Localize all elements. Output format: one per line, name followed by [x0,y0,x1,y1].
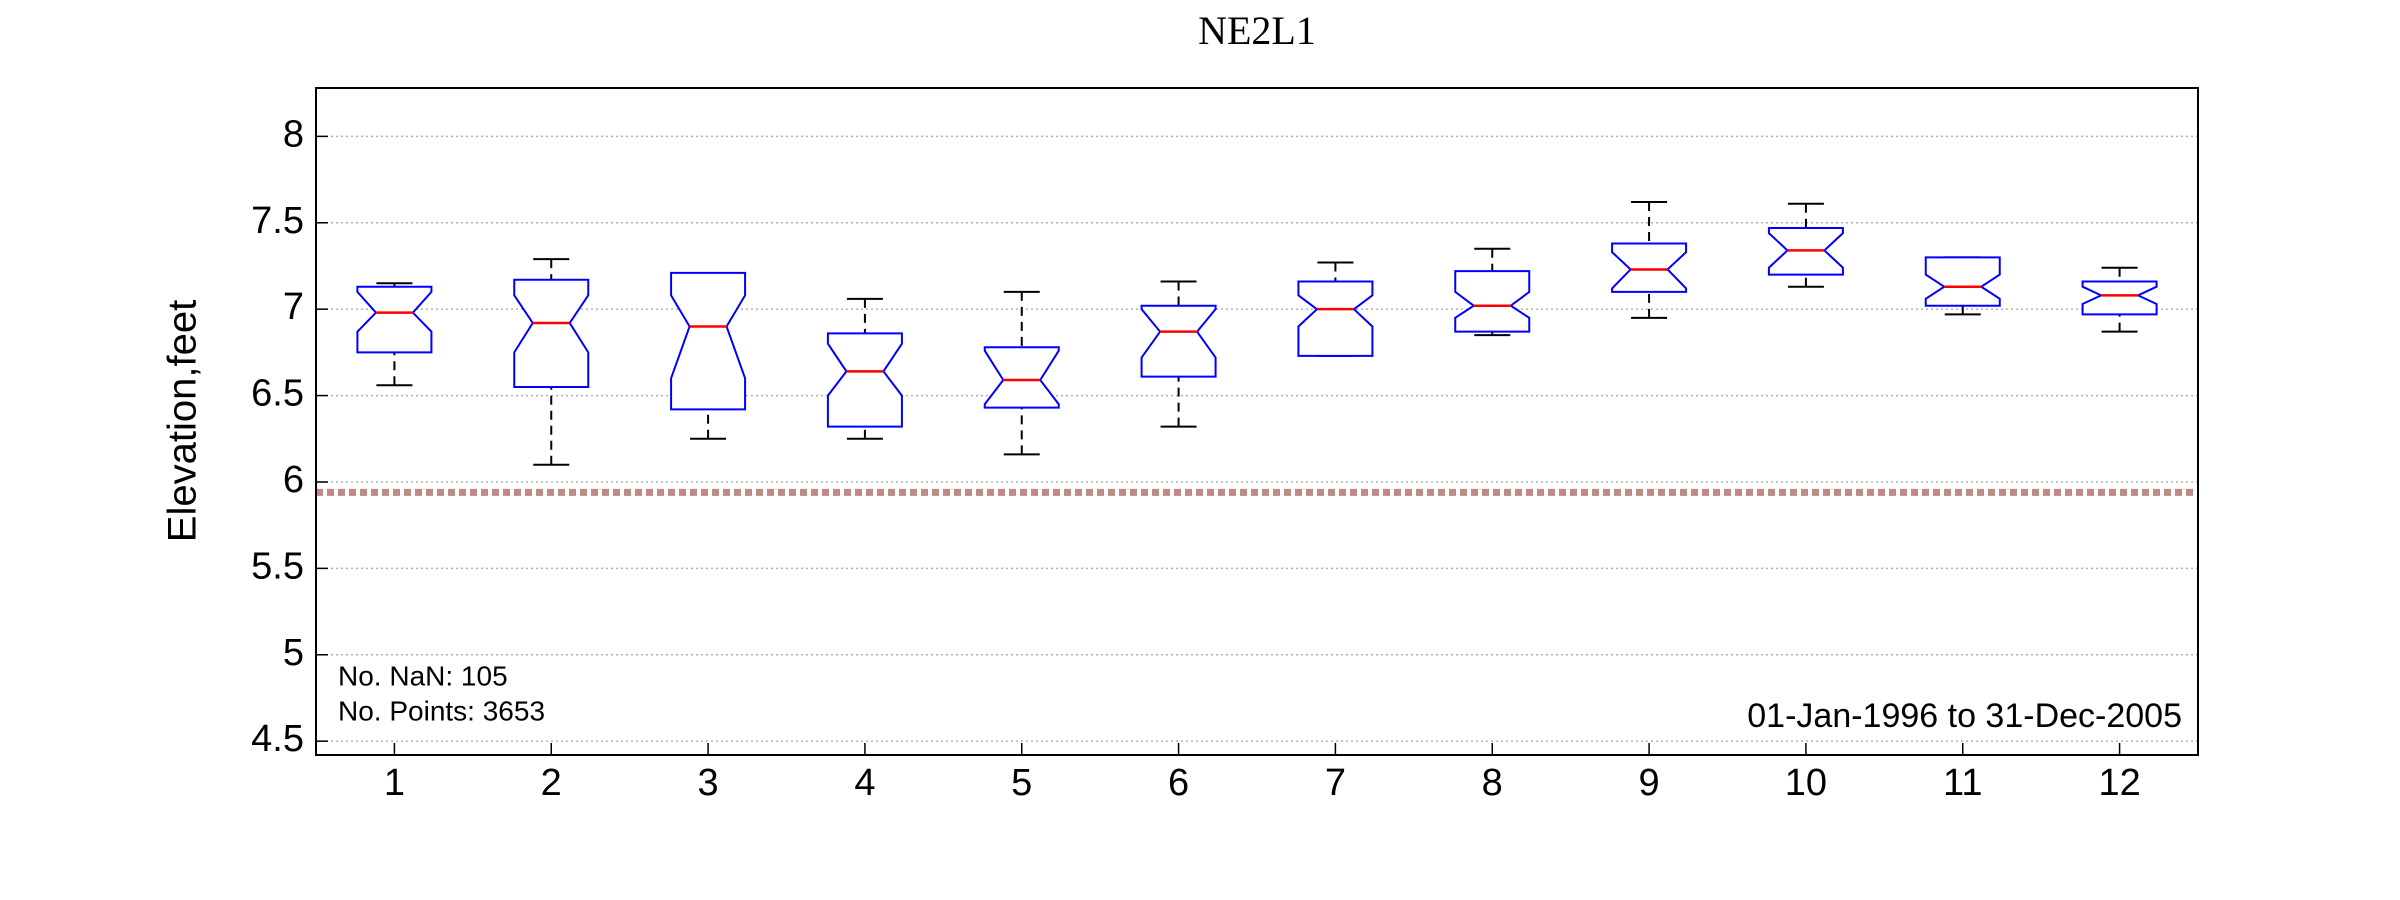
y-tick-label: 4.5 [251,718,304,760]
x-tick-label: 3 [698,762,719,804]
x-tick-label: 9 [1639,762,1660,804]
x-tick-label: 7 [1325,762,1346,804]
box [1454,270,1531,333]
box [2081,280,2158,316]
plot-frame [315,87,2199,756]
y-axis-label: Elevation,feet [161,300,205,542]
box [1140,304,1217,378]
x-tick-label: 5 [1011,762,1032,804]
y-tick-label: 5.5 [251,545,304,587]
box [1924,256,2001,307]
annotation: No. NaN: 105 [338,660,508,691]
x-tick-label: 6 [1168,762,1189,804]
x-tick-label: 8 [1482,762,1503,804]
box [1297,280,1374,357]
box [983,346,1060,409]
box [670,271,747,411]
box [513,278,590,388]
y-tick-label: 7 [283,286,304,328]
chart-title: NE2L1 [1198,8,1316,53]
y-tick-label: 6.5 [251,373,304,415]
x-tick-label: 4 [854,762,875,804]
y-tick-label: 7.5 [251,200,304,242]
box [356,285,433,354]
y-tick-label: 8 [283,113,304,155]
box [1611,242,1688,293]
annotation: No. Points: 3653 [338,695,545,726]
x-tick-label: 1 [384,762,405,804]
box [826,332,903,428]
date-range: 01-Jan-1996 to 31-Dec-2005 [1747,697,2182,735]
x-tick-label: 11 [1943,762,1982,804]
x-tick-label: 2 [541,762,562,804]
y-tick-label: 5 [283,632,304,674]
x-tick-label: 12 [2098,762,2140,804]
x-tick-label: 10 [1785,762,1827,804]
y-tick-label: 6 [283,459,304,501]
